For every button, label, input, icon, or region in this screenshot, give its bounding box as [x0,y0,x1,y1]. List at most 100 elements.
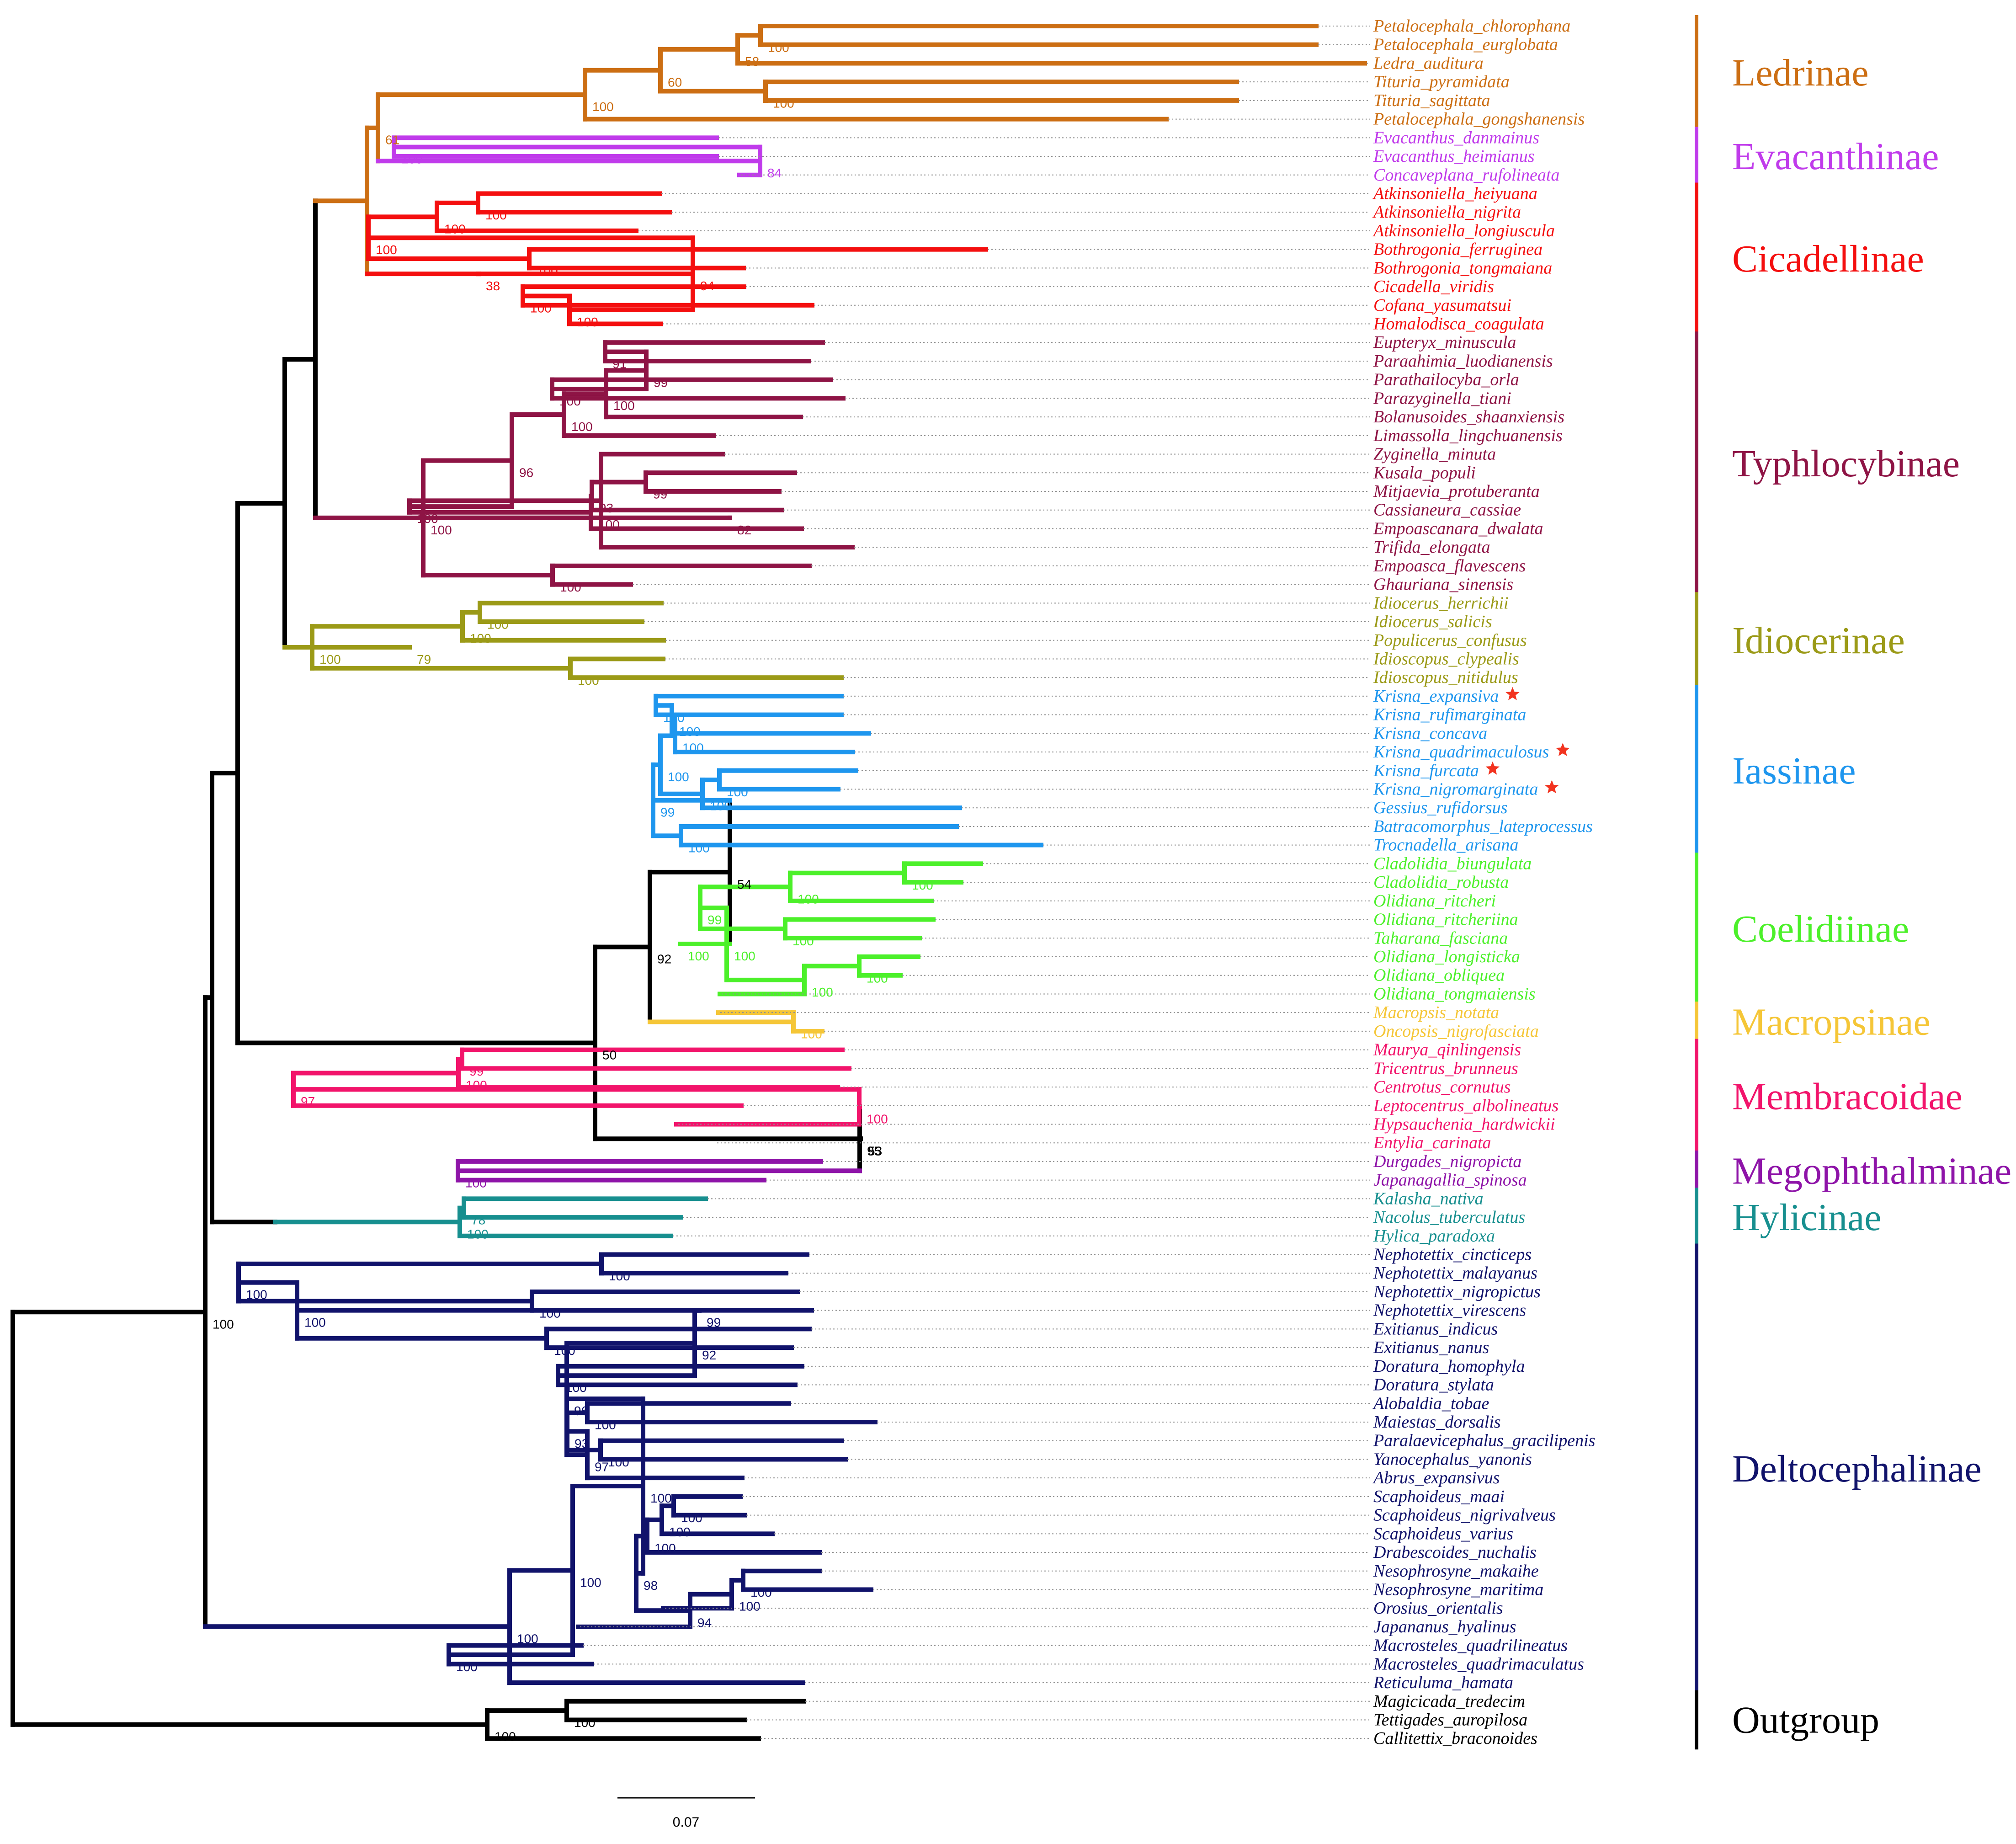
tip-label: Mitjaevia_protuberanta [1373,482,1540,501]
support-value: 100 [739,1599,761,1614]
support-value: 100 [466,1078,487,1093]
support-value: 94 [697,1615,712,1630]
tip-label: Nacolus_tuberculatus [1373,1208,1525,1227]
tip-label: Japanagallia_spinosa [1373,1171,1527,1190]
support-value: 100 [530,301,552,315]
group-label: Coelidiinae [1732,908,1909,950]
support-value: 100 [565,1380,587,1395]
tip-label: Magicicada_tredecim [1373,1692,1525,1711]
tip-label: Zyginella_minuta [1373,445,1496,464]
tip-label: Alobaldia_tobae [1372,1394,1489,1413]
tip-label: Nephotettix_nigropictus [1373,1282,1541,1301]
group-label: Membracoidae [1732,1075,1963,1118]
tip-label: Idiocerus_salicis [1373,612,1492,631]
tip-label: Trifida_elongata [1373,538,1490,557]
support-value: 100 [537,264,558,278]
support-value: 100 [578,673,599,688]
support-value: 99 [654,375,668,389]
tip-label: Paralaevicephalus_gracilipenis [1373,1431,1595,1450]
tip-label: Bothrogonia_tongmaiana [1373,258,1552,277]
leader-lines [580,26,1370,1739]
support-value: 100 [681,1511,702,1525]
tip-label: Trocnadella_arisana [1373,836,1518,855]
tip-label: Entylia_carinata [1373,1133,1491,1152]
group-label: Iassinae [1732,750,1856,792]
support-value: 99 [653,487,667,501]
support-value: 93 [599,501,613,515]
support-value: 38 [486,279,500,293]
support-value: 100 [487,618,509,632]
tip-label: Oncopsis_nigrofasciata [1373,1022,1539,1041]
tip-label: Empoascanara_dwalata [1373,519,1543,538]
support-value: 100 [679,725,701,739]
tip-label: Krisna_rufimarginata [1373,705,1526,725]
tip-label: Maiestas_dorsalis [1373,1412,1501,1432]
tip-label: Petalocephala_eurglobata [1373,35,1558,54]
tip-label: Exitianus_indicus [1373,1319,1498,1338]
tip-label: Olidiana_ritcheriina [1373,910,1518,929]
support-value: 100 [577,315,598,329]
tip-label: Batracomorphus_lateprocessus [1373,817,1593,836]
group-label: Ledrinae [1732,52,1868,94]
tip-label: Doratura_homophyla [1373,1357,1525,1376]
support-value: 100 [773,96,794,111]
support-value: 100 [554,1343,575,1358]
support-value: 97 [595,1460,609,1474]
tip-label: Macropsis_notata [1373,1003,1499,1022]
tip-label: Krisna_furcata [1373,761,1479,780]
support-value: 100 [213,1317,234,1331]
tip-label: Scaphoideus_varius [1373,1524,1513,1543]
support-value: 78 [471,1213,485,1227]
tip-labels: Petalocephala_chlorophanaPetalocephala_e… [1372,16,1595,1748]
tip-label: Tituria_pyramidata [1373,72,1510,91]
support-value: 100 [793,934,814,948]
tip-label: Olidiana_longisticka [1373,947,1520,966]
support-value: 100 [580,1575,601,1589]
tip-label: Scaphoideus_nigrivalveus [1373,1506,1556,1525]
tip-label: Cladolidia_biungulata [1373,854,1532,873]
support-value: 100 [867,971,888,985]
group-label: Typhlocybinae [1732,442,1960,485]
scale-bar: 0.07 [617,1797,755,1830]
tip-label: Kalasha_nativa [1373,1189,1484,1208]
support-value: 100 [485,208,507,222]
support-value: 100 [688,841,710,855]
support-value: 60 [668,75,682,90]
support-value: 100 [444,222,466,236]
tip-label: Krisna_quadrimaculosus [1373,742,1549,762]
tip-label: Bolanusoides_shaanxiensis [1373,407,1564,426]
support-value: 99 [707,913,722,927]
support-value: 100 [560,580,581,594]
tip-label: Hylica_paradoxa [1373,1226,1495,1246]
support-value: 96 [574,1404,588,1418]
support-value: 93 [574,1436,589,1450]
tip-label: Evacanthus_heimianus [1373,147,1535,166]
support-value: 100 [401,152,423,166]
support-value: 96 [519,466,533,480]
group-label: Megophthalminae [1732,1150,2011,1192]
tip-label: Atkinsoniella_nigrita [1372,203,1521,222]
support-value: 100 [598,517,620,532]
support-value: 100 [470,631,491,645]
tip-label: Taharana_fasciana [1373,928,1508,948]
tip-label: Eupteryx_minuscula [1373,333,1516,352]
tip-label: Atkinsoniella_longiuscula [1372,221,1555,240]
tip-label: Tricentrus_brunneus [1373,1059,1518,1078]
tip-label: Japananus_hyalinus [1373,1617,1516,1636]
tip-label: Ledra_auditura [1373,53,1484,73]
support-value: 100 [574,1716,596,1730]
tip-label: Callitettix_braconoides [1373,1729,1537,1748]
support-value: 100 [319,652,341,666]
tip-label: Petalocephala_chlorophana [1373,16,1570,36]
tip-label: Abrus_expansivus [1372,1468,1500,1487]
support-value: 53 [868,1144,882,1158]
support-value: 54 [737,877,751,891]
tip-label: Parathailocyba_orla [1373,370,1519,389]
tip-label: Reticuluma_hamata [1373,1673,1513,1692]
tip-label: Olidiana_ritcheri [1373,891,1496,911]
tip-label: Limassolla_lingchuanensis [1373,426,1563,445]
star-icon [1545,780,1559,794]
tip-label: Nephotettix_virescens [1373,1301,1526,1320]
support-value: 58 [745,54,759,69]
